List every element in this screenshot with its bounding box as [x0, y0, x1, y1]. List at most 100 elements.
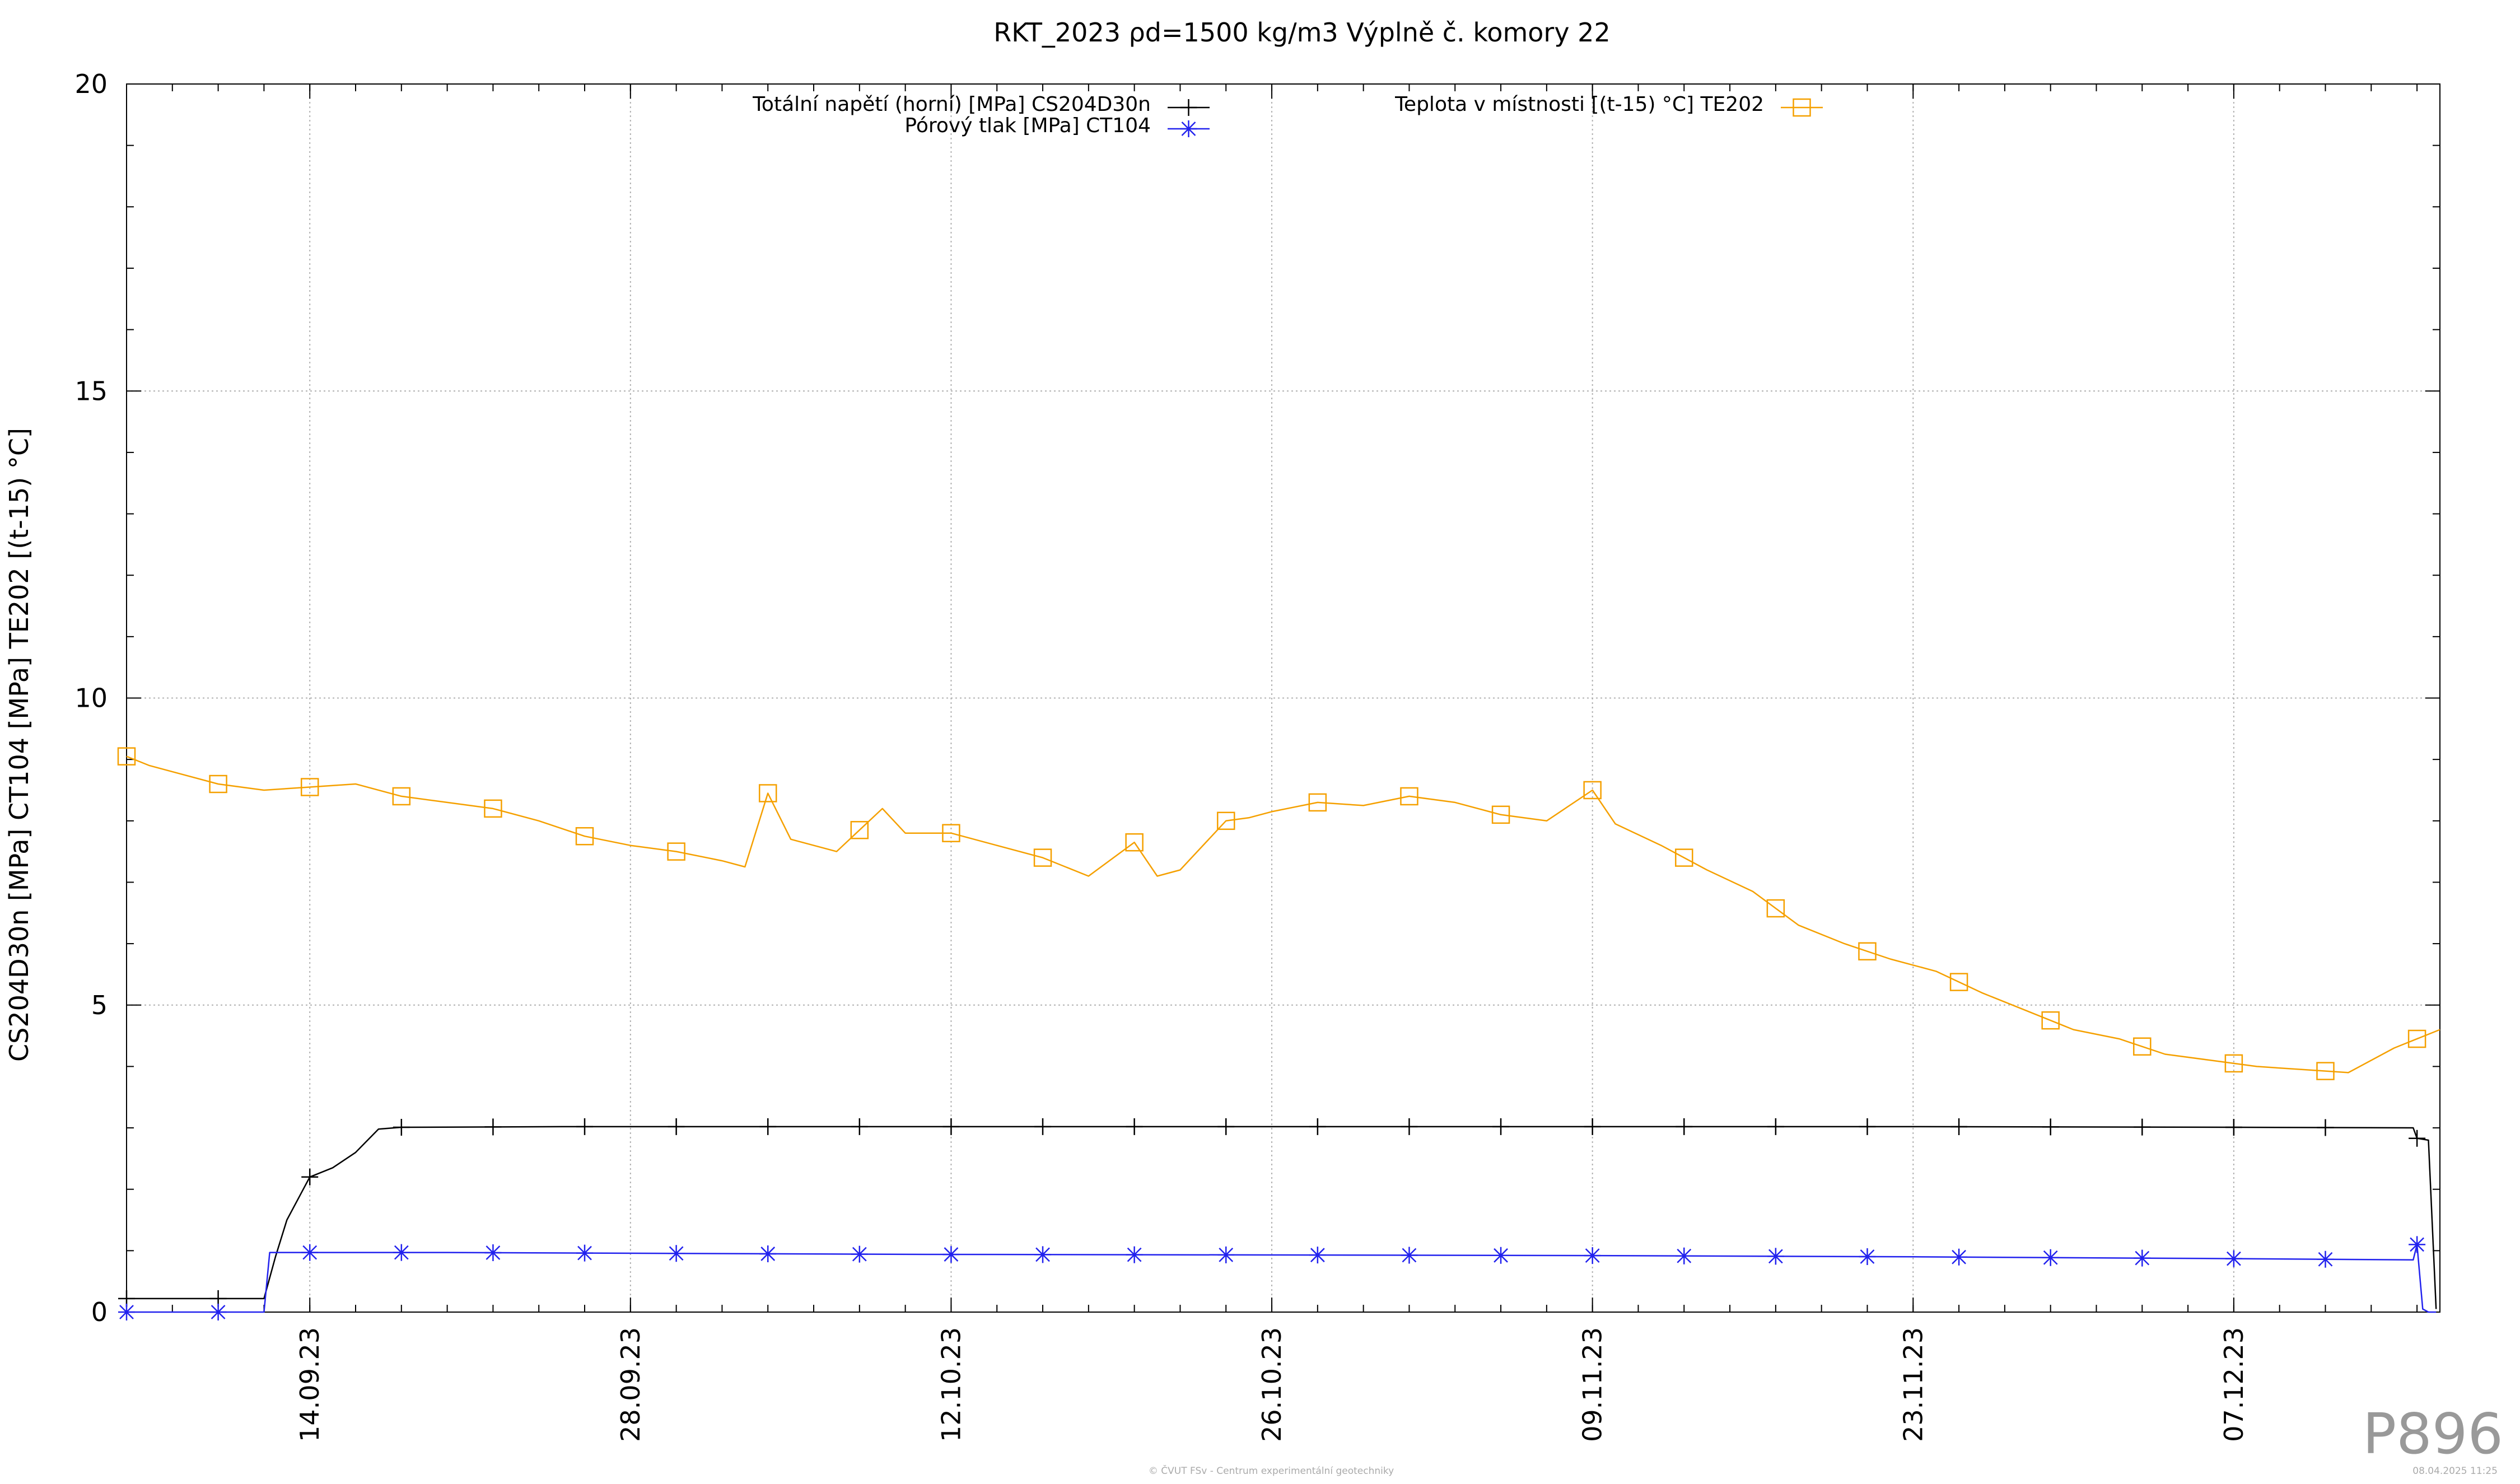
series-point-2 — [2316, 1062, 2335, 1080]
series-point-0 — [2409, 1130, 2426, 1147]
series-point-2 — [1858, 942, 1877, 961]
series-point-1 — [1309, 1247, 1326, 1264]
series-point-2 — [575, 827, 594, 846]
y-tick-label: 20 — [74, 69, 108, 99]
tick-labels: 0 5 10 15 20 14.09.23 28.09.23 12.10.23 26.10.23… — [74, 69, 2248, 1442]
series-point-2 — [392, 787, 411, 806]
series-point-0 — [1034, 1118, 1052, 1135]
y-tick-label: 10 — [74, 683, 108, 713]
series-point-0 — [1126, 1118, 1143, 1135]
series-point-2 — [1583, 781, 1602, 800]
series-line-1 — [127, 1244, 2437, 1313]
series-line-2 — [126, 755, 2440, 1074]
legend-label-1: Pórový tlak [MPa] CT104 — [904, 114, 1151, 137]
series-point-0 — [1767, 1118, 1784, 1135]
series-point-2 — [1675, 848, 1693, 867]
series-point-2 — [1400, 787, 1418, 806]
series-point-0 — [301, 1168, 319, 1186]
series-point-1 — [2317, 1250, 2334, 1268]
series-point-0 — [2317, 1119, 2334, 1136]
y-tick-label: 0 — [91, 1297, 108, 1327]
series-point-2 — [2224, 1054, 2243, 1073]
series-point-2 — [1216, 811, 1235, 830]
series-point-1 — [668, 1245, 685, 1262]
x-tick-label: 23.11.23 — [1898, 1327, 1928, 1442]
series-point-1 — [2409, 1236, 2426, 1253]
series-point-2 — [1949, 973, 1968, 991]
series-point-2 — [209, 774, 227, 794]
chart-id-label: P896 — [2363, 1401, 2503, 1467]
series-point-0 — [576, 1118, 594, 1135]
series-point-1 — [1217, 1246, 1235, 1263]
series-point-2 — [942, 824, 960, 842]
x-tick-label: 07.12.23 — [2219, 1327, 2249, 1442]
series-layer — [117, 747, 2440, 1320]
legend-marker-1 — [1180, 120, 1197, 137]
series-point-0 — [1492, 1118, 1510, 1135]
series-point-1 — [1034, 1246, 1052, 1263]
y-tick-label: 15 — [74, 376, 108, 406]
series-point-0 — [2042, 1118, 2059, 1136]
series-point-1 — [118, 1304, 135, 1320]
series-point-2 — [850, 820, 869, 839]
series-point-0 — [1401, 1118, 1418, 1135]
x-tick-label: 09.11.23 — [1578, 1327, 1608, 1442]
series-point-1 — [2225, 1250, 2242, 1267]
series-point-0 — [2134, 1118, 2151, 1136]
series-point-0 — [1584, 1118, 1601, 1135]
legend-label-2: Teplota v místnosti [(t-15) °C] TE202 — [1394, 93, 1764, 116]
series-point-0 — [1676, 1118, 1693, 1135]
plot-frame — [126, 83, 2440, 1313]
series-point-2 — [1491, 805, 1510, 824]
series-point-1 — [1126, 1246, 1143, 1263]
series-point-1 — [2042, 1249, 2059, 1266]
series-point-1 — [393, 1244, 410, 1261]
series-point-2 — [667, 842, 685, 861]
series-point-1 — [1401, 1247, 1418, 1264]
footer-copyright: © ČVUT FSv - Centrum experimentální geot… — [1149, 1464, 1394, 1477]
grid-lines — [127, 84, 2440, 1312]
series-point-2 — [2407, 1029, 2426, 1048]
series-point-0 — [1309, 1118, 1326, 1135]
series-point-2 — [2133, 1037, 2152, 1056]
series-point-1 — [576, 1244, 594, 1262]
series-point-1 — [942, 1246, 960, 1263]
series-point-1 — [484, 1244, 502, 1261]
legend-marker-0 — [1180, 99, 1197, 116]
series-point-0 — [484, 1118, 502, 1136]
series-point-1 — [851, 1245, 868, 1263]
legend: Totální napětí (horní) [MPa] CS204D30nPó… — [752, 93, 1823, 137]
series-point-1 — [1492, 1247, 1510, 1264]
legend-marker-2 — [1793, 98, 1811, 117]
series-line-0 — [127, 1126, 2437, 1309]
series-point-1 — [1950, 1248, 1968, 1266]
series-point-0 — [759, 1118, 777, 1135]
series-point-0 — [2225, 1118, 2242, 1136]
series-point-1 — [1676, 1247, 1693, 1264]
series-point-0 — [1217, 1118, 1235, 1135]
series-point-1 — [209, 1304, 227, 1320]
series-point-0 — [393, 1118, 410, 1136]
series-point-2 — [2041, 1011, 2060, 1030]
x-tick-label: 12.10.23 — [936, 1327, 966, 1442]
axes — [126, 83, 2440, 1313]
series-point-0 — [1950, 1118, 1968, 1136]
series-point-2 — [1308, 793, 1327, 812]
series-point-1 — [759, 1245, 777, 1262]
series-point-1 — [1859, 1248, 1876, 1265]
chart-title: RKT_2023 ρd=1500 kg/m3 Výplně č. komory … — [993, 17, 1610, 48]
series-point-0 — [942, 1118, 960, 1135]
series-point-2 — [1125, 833, 1144, 852]
series-point-2 — [1766, 899, 1785, 918]
x-tick-label: 14.09.23 — [295, 1327, 325, 1442]
series-point-0 — [1859, 1118, 1876, 1135]
series-point-1 — [1584, 1247, 1601, 1264]
series-point-2 — [484, 799, 502, 818]
series-point-2 — [300, 778, 319, 796]
series-point-1 — [2134, 1249, 2151, 1267]
legend-label-0: Totální napětí (horní) [MPa] CS204D30n — [752, 93, 1151, 116]
series-point-0 — [851, 1118, 868, 1135]
y-axis-label: CS204D30n [MPa] CT104 [MPa] TE202 [(t-15… — [4, 428, 34, 1062]
x-tick-label: 26.10.23 — [1257, 1327, 1287, 1442]
